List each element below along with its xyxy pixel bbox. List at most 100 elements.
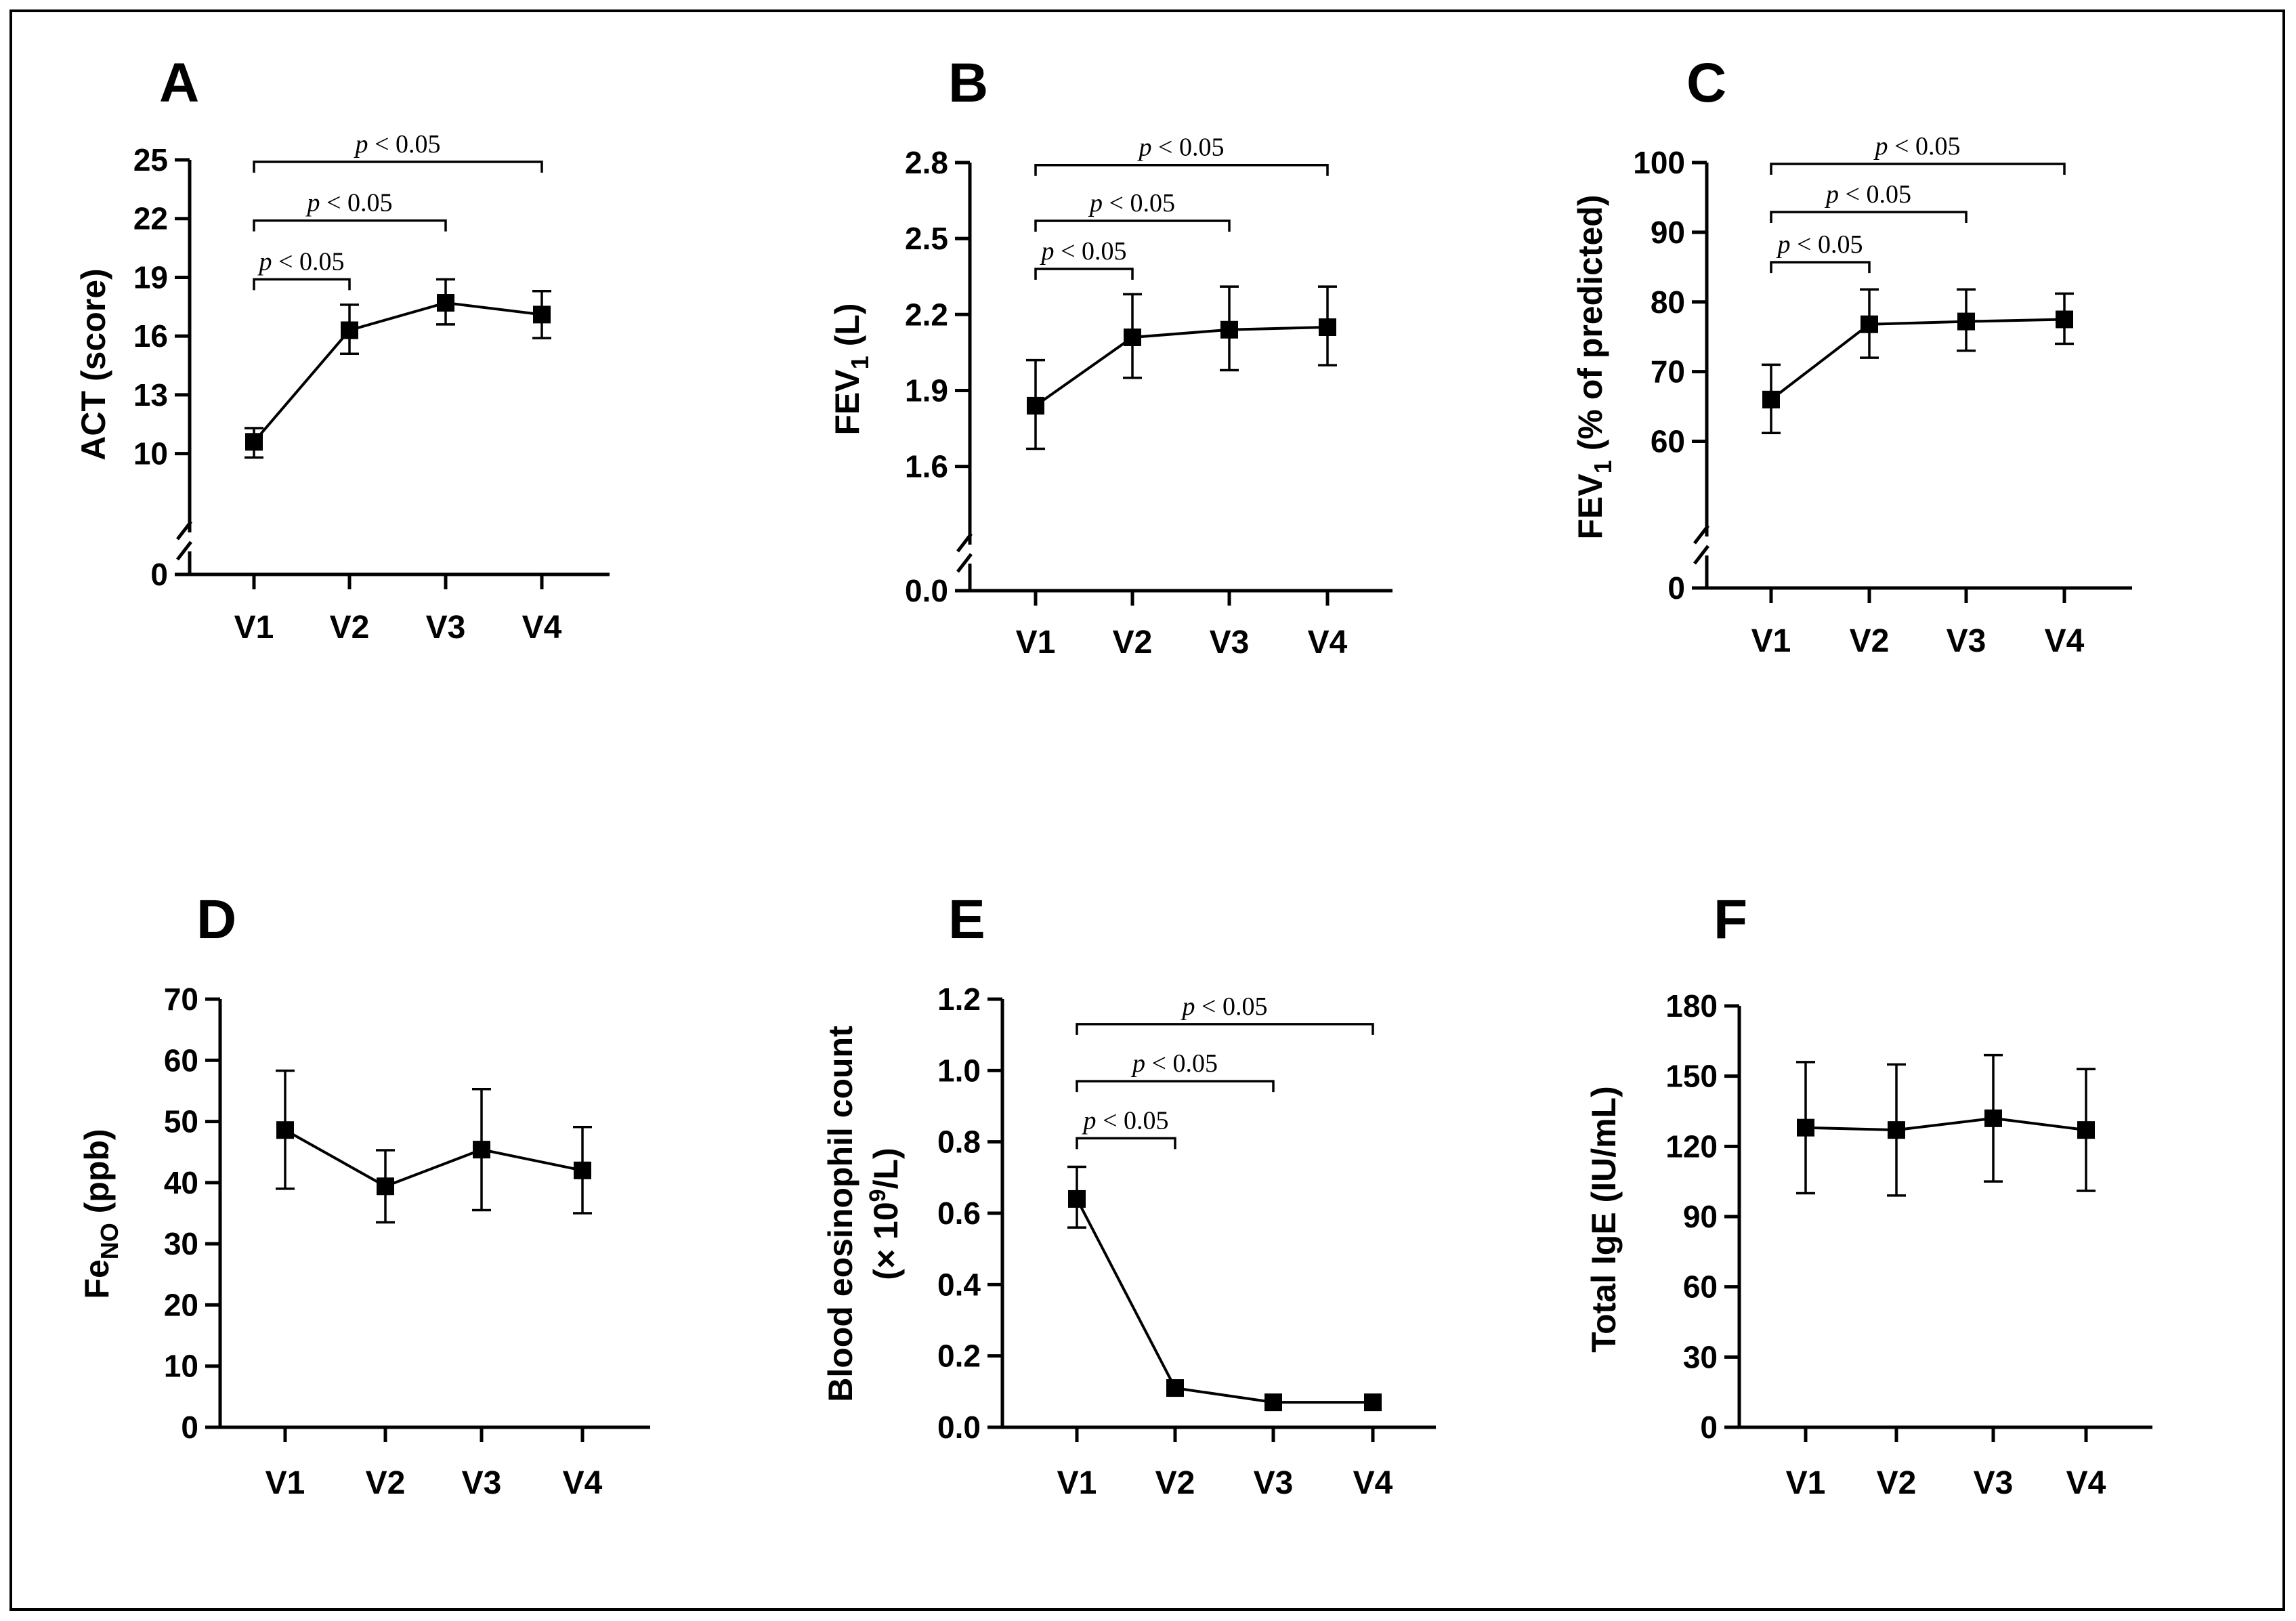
axis-break-mark (956, 553, 973, 573)
bracket-line (253, 278, 351, 291)
x-tick-label-v1: V1 (1016, 625, 1056, 660)
x-tick-label-v2: V2 (1877, 1465, 1917, 1501)
data-point-v2 (377, 1177, 394, 1196)
bracket-line (1770, 163, 2066, 175)
significance-label: p < 0.05 (1130, 1049, 1218, 1078)
data-point-v2 (1861, 315, 1878, 333)
y-tick-label: 10 (133, 436, 168, 471)
y-tick-label: 0 (181, 1410, 198, 1445)
data-point-v3 (1957, 312, 1975, 331)
data-point-v1 (245, 433, 263, 451)
y-tick-label: 20 (164, 1287, 198, 1322)
y-axis-label: FEV1 (L) (828, 303, 874, 435)
data-point-v4 (2077, 1121, 2095, 1139)
x-tick-label-v1: V1 (1057, 1465, 1097, 1501)
panels: A 0 10 13 16 19 22 25 V1 V2 V3 V4 ACT (score) p < 0.0… (75, 52, 2152, 1501)
panel-letter: A (159, 52, 199, 114)
significance-bracket-1: p < 0.05 (253, 247, 351, 291)
panel-letter: C (1686, 52, 1726, 114)
y-tick-label: 0.2 (937, 1339, 981, 1374)
data-point-v3 (1984, 1109, 2002, 1127)
bracket-line (1076, 1137, 1176, 1150)
y-tick-label: 0 (1667, 570, 1685, 606)
y-tick-label: 0 (150, 557, 168, 592)
x-tick-label-v4: V4 (1308, 625, 1348, 660)
data-point-v4 (1364, 1393, 1382, 1412)
significance-label: p < 0.05 (1824, 180, 1911, 209)
bracket-line (1770, 211, 1968, 224)
data-point-v3 (1264, 1393, 1282, 1412)
y-tick-label: 30 (164, 1226, 198, 1261)
significance-bracket-3: p < 0.05 (1770, 132, 2066, 175)
x-tick-label-v2: V2 (1113, 625, 1153, 660)
y-tick-label: 2.8 (905, 145, 948, 180)
x-tick-label-v1: V1 (1751, 623, 1791, 659)
panel-d: D 0 10 20 30 40 50 60 70 V1 V2 V3 V4 FeNO (ppb) (78, 889, 650, 1501)
x-tick-label-v2: V2 (330, 610, 370, 646)
x-tick-label-v3: V3 (426, 610, 466, 646)
significance-label: p < 0.05 (257, 247, 345, 276)
figure-frame (9, 9, 2285, 1611)
series-line (1805, 1116, 2087, 1132)
x-tick-label-v1: V1 (234, 610, 274, 646)
y-tick-label: 0.0 (905, 573, 948, 608)
x-tick-label-v3: V3 (1974, 1465, 2014, 1501)
series-line (253, 301, 543, 443)
y-tick-label: 13 (133, 377, 168, 413)
bracket-line (1076, 1023, 1374, 1035)
y-tick-label: 70 (164, 982, 198, 1017)
y-tick-label: 100 (1633, 145, 1685, 180)
panel-a: A 0 10 13 16 19 22 25 V1 V2 V3 V4 ACT (score) p < 0.0… (75, 52, 610, 646)
y-tick-label: 16 (133, 318, 168, 354)
y-tick-label: 1.2 (937, 982, 981, 1017)
data-point-v3 (1220, 320, 1238, 339)
x-tick-label-v2: V2 (1155, 1465, 1195, 1501)
significance-label: p < 0.05 (1776, 230, 1863, 259)
y-tick-label: 90 (1683, 1199, 1718, 1234)
y-axis-label: Total IgE (IU/mL) (1585, 1086, 1623, 1352)
y-tick-label: 40 (164, 1165, 198, 1200)
panel-f: F 0 30 60 90 120 150 180 V1 V2 V3 V4 Total IgE (IU/m… (1585, 889, 2152, 1501)
significance-label: p < 0.05 (1082, 1106, 1169, 1135)
y-tick-label: 10 (164, 1349, 198, 1384)
y-axis-label: Blood eosinophil count (822, 1026, 859, 1402)
significance-label: p < 0.05 (1181, 992, 1268, 1021)
data-point-v1 (276, 1121, 294, 1139)
data-point-v1 (1797, 1118, 1814, 1137)
panel-letter: D (196, 889, 236, 950)
x-tick-label-v3: V3 (1254, 1465, 1294, 1501)
significance-bracket-1: p < 0.05 (1770, 230, 1871, 274)
bracket-line (1034, 219, 1231, 232)
y-tick-label: 50 (164, 1104, 198, 1139)
x-tick-label-v3: V3 (1210, 625, 1250, 660)
data-point-v2 (1124, 328, 1141, 346)
bracket-line (1076, 1080, 1275, 1093)
y-tick-label: 0.0 (937, 1410, 981, 1445)
x-tick-label-v4: V4 (522, 610, 562, 646)
y-tick-label: 0.4 (937, 1267, 981, 1302)
panel-letter: B (948, 52, 988, 114)
y-tick-label: 30 (1683, 1339, 1718, 1374)
bracket-line (253, 219, 447, 232)
data-point-v3 (437, 294, 454, 312)
x-tick-label-v2: V2 (1850, 623, 1890, 659)
y-axis-label-line2: (× 109/L) (865, 1148, 905, 1280)
series-line (1076, 1198, 1373, 1404)
significance-label: p < 0.05 (1040, 237, 1127, 266)
y-axis-label: FEV1 (% of predicted) (1571, 195, 1617, 540)
panel-letter: F (1714, 889, 1747, 950)
bracket-line (1770, 261, 1871, 274)
data-point-v4 (2056, 310, 2073, 329)
x-tick-label-v4: V4 (1353, 1465, 1393, 1501)
y-tick-label: 90 (1651, 215, 1685, 250)
bracket-line (1034, 163, 1329, 176)
y-tick-label: 25 (133, 142, 168, 177)
data-point-v4 (1319, 318, 1336, 336)
y-tick-label: 1.0 (937, 1053, 981, 1088)
data-point-v4 (533, 306, 551, 324)
y-tick-label: 120 (1665, 1129, 1718, 1164)
significance-bracket-2: p < 0.05 (1770, 180, 1968, 224)
series-line (1034, 326, 1328, 407)
x-tick-label-v1: V1 (265, 1465, 305, 1501)
